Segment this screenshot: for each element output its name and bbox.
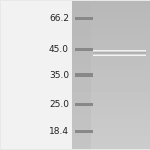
Text: 35.0: 35.0 — [49, 70, 69, 80]
Bar — [72, 1, 91, 149]
Text: 18.4: 18.4 — [49, 127, 69, 136]
Bar — [75, 17, 93, 20]
Bar — [75, 48, 93, 51]
Text: 66.2: 66.2 — [49, 14, 69, 23]
Bar — [1, 1, 72, 149]
Bar — [75, 130, 93, 133]
Bar — [75, 103, 93, 106]
Text: 45.0: 45.0 — [49, 45, 69, 54]
Bar — [75, 73, 93, 77]
Text: 25.0: 25.0 — [49, 100, 69, 109]
